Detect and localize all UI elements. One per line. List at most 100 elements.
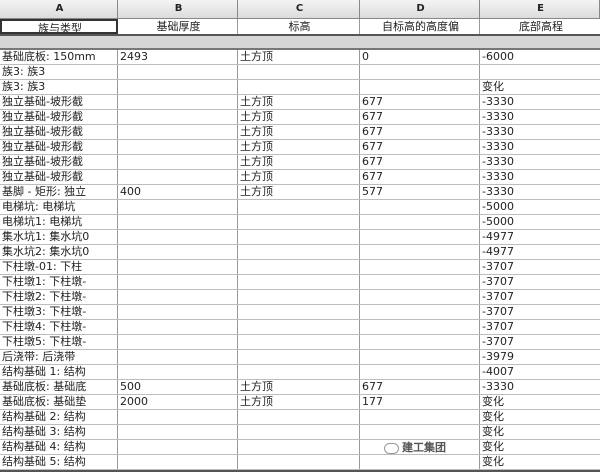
cell-family-type[interactable]: 族3: 族3 bbox=[0, 80, 118, 94]
cell-offset[interactable] bbox=[360, 260, 480, 274]
cell-thickness[interactable] bbox=[118, 350, 238, 364]
cell-level[interactable]: 土方顶 bbox=[238, 140, 360, 154]
table-row[interactable]: 下柱墩-01: 下柱 -3707 bbox=[0, 260, 600, 275]
cell-thickness[interactable] bbox=[118, 440, 238, 454]
table-row[interactable]: 基脚 - 矩形: 独立 400 土方顶 577 -3330 bbox=[0, 185, 600, 200]
table-row[interactable]: 下柱墩2: 下柱墩- -3707 bbox=[0, 290, 600, 305]
cell-offset[interactable] bbox=[360, 200, 480, 214]
cell-level[interactable] bbox=[238, 455, 360, 469]
cell-family-type[interactable]: 下柱墩5: 下柱墩- bbox=[0, 335, 118, 349]
cell-bottom-elevation[interactable] bbox=[480, 65, 600, 79]
table-row[interactable]: 电梯坑: 电梯坑 -5000 bbox=[0, 200, 600, 215]
cell-level[interactable] bbox=[238, 440, 360, 454]
cell-level[interactable]: 土方顶 bbox=[238, 170, 360, 184]
table-row[interactable]: 独立基础-坡形截 土方顶 677 -3330 bbox=[0, 125, 600, 140]
cell-thickness[interactable] bbox=[118, 290, 238, 304]
cell-bottom-elevation[interactable]: 变化 bbox=[482, 80, 504, 93]
cell-thickness[interactable] bbox=[118, 410, 238, 424]
table-row[interactable]: 结构基础 4: 结构 变化 bbox=[0, 440, 600, 455]
cell-bottom-elevation[interactable]: 变化 bbox=[482, 425, 504, 438]
cell-family-type[interactable]: 独立基础-坡形截 bbox=[0, 95, 118, 109]
cell-offset[interactable] bbox=[360, 350, 480, 364]
cell-offset[interactable]: 677 bbox=[360, 125, 480, 139]
cell-level[interactable] bbox=[238, 230, 360, 244]
table-row[interactable]: 族3: 族3 bbox=[0, 65, 600, 80]
cell-thickness[interactable] bbox=[118, 260, 238, 274]
cell-bottom-elevation[interactable]: -3707 bbox=[482, 290, 514, 303]
cell-level[interactable] bbox=[238, 200, 360, 214]
cell-family-type[interactable]: 结构基础 2: 结构 bbox=[0, 410, 118, 424]
header-bottom-elevation[interactable]: 底部高程 bbox=[519, 20, 563, 33]
table-row[interactable]: 后浇带: 后浇带 -3979 bbox=[0, 350, 600, 365]
cell-thickness[interactable] bbox=[118, 110, 238, 124]
cell-offset[interactable] bbox=[360, 275, 480, 289]
cell-family-type[interactable]: 电梯坑: 电梯坑 bbox=[0, 200, 118, 214]
cell-bottom-elevation[interactable]: -3330 bbox=[482, 95, 514, 108]
cell-offset[interactable] bbox=[360, 215, 480, 229]
cell-level[interactable] bbox=[238, 65, 360, 79]
cell-family-type[interactable]: 族3: 族3 bbox=[0, 65, 118, 79]
column-letter-a[interactable]: A bbox=[0, 0, 118, 18]
cell-bottom-elevation[interactable]: -3330 bbox=[482, 140, 514, 153]
cell-bottom-elevation[interactable]: -3330 bbox=[482, 185, 514, 198]
cell-level[interactable]: 土方顶 bbox=[238, 50, 360, 64]
cell-level[interactable]: 土方顶 bbox=[238, 155, 360, 169]
cell-family-type[interactable]: 下柱墩1: 下柱墩- bbox=[0, 275, 118, 289]
cell-level[interactable]: 土方顶 bbox=[238, 185, 360, 199]
cell-bottom-elevation[interactable]: 变化 bbox=[482, 440, 504, 453]
cell-thickness[interactable]: 400 bbox=[118, 185, 238, 199]
cell-bottom-elevation[interactable]: -5000 bbox=[482, 200, 514, 213]
cell-family-type[interactable]: 基脚 - 矩形: 独立 bbox=[0, 185, 118, 199]
cell-thickness[interactable] bbox=[118, 125, 238, 139]
cell-thickness[interactable] bbox=[118, 95, 238, 109]
cell-thickness[interactable] bbox=[118, 215, 238, 229]
cell-family-type[interactable]: 独立基础-坡形截 bbox=[0, 110, 118, 124]
cell-family-type[interactable]: 结构基础 5: 结构 bbox=[0, 455, 118, 469]
cell-thickness[interactable] bbox=[118, 305, 238, 319]
cell-level[interactable] bbox=[238, 410, 360, 424]
cell-family-type[interactable]: 集水坑1: 集水坑0 bbox=[0, 230, 118, 244]
table-row[interactable]: 独立基础-坡形截 土方顶 677 -3330 bbox=[0, 170, 600, 185]
cell-thickness[interactable] bbox=[118, 425, 238, 439]
header-family-type[interactable]: 族与类型 bbox=[0, 19, 118, 34]
cell-offset[interactable]: 677 bbox=[360, 170, 480, 184]
cell-level[interactable] bbox=[238, 245, 360, 259]
cell-family-type[interactable]: 集水坑2: 集水坑0 bbox=[0, 245, 118, 259]
cell-thickness[interactable] bbox=[118, 365, 238, 379]
cell-offset[interactable]: 677 bbox=[360, 110, 480, 124]
cell-thickness[interactable] bbox=[118, 140, 238, 154]
table-row[interactable]: 基础底板: 150mm 2493 土方顶 0 -6000 bbox=[0, 50, 600, 65]
table-row[interactable]: 独立基础-坡形截 土方顶 677 -3330 bbox=[0, 140, 600, 155]
cell-level[interactable]: 土方顶 bbox=[238, 380, 360, 394]
cell-thickness[interactable] bbox=[118, 455, 238, 469]
table-row[interactable]: 结构基础 2: 结构 变化 bbox=[0, 410, 600, 425]
cell-bottom-elevation[interactable]: -3330 bbox=[482, 110, 514, 123]
cell-level[interactable] bbox=[238, 320, 360, 334]
cell-offset[interactable] bbox=[360, 335, 480, 349]
header-offset[interactable]: 自标高的高度偏 bbox=[360, 19, 480, 34]
cell-bottom-elevation[interactable]: -3330 bbox=[482, 155, 514, 168]
cell-level[interactable]: 土方顶 bbox=[238, 110, 360, 124]
cell-offset[interactable] bbox=[360, 440, 480, 454]
cell-thickness[interactable]: 2493 bbox=[118, 50, 238, 64]
cell-offset[interactable]: 677 bbox=[360, 155, 480, 169]
table-row[interactable]: 族3: 族3 变化 bbox=[0, 80, 600, 95]
cell-thickness[interactable] bbox=[118, 65, 238, 79]
cell-bottom-elevation[interactable]: -3330 bbox=[482, 380, 514, 393]
table-row[interactable]: 独立基础-坡形截 土方顶 677 -3330 bbox=[0, 110, 600, 125]
cell-thickness[interactable] bbox=[118, 80, 238, 94]
cell-bottom-elevation[interactable]: -4007 bbox=[482, 365, 514, 378]
cell-offset[interactable] bbox=[360, 245, 480, 259]
table-row[interactable]: 结构基础 5: 结构 变化 bbox=[0, 455, 600, 470]
cell-family-type[interactable]: 下柱墩2: 下柱墩- bbox=[0, 290, 118, 304]
cell-thickness[interactable]: 2000 bbox=[118, 395, 238, 409]
cell-level[interactable] bbox=[238, 350, 360, 364]
cell-bottom-elevation[interactable]: -3707 bbox=[482, 335, 514, 348]
cell-level[interactable] bbox=[238, 305, 360, 319]
cell-bottom-elevation[interactable]: -3330 bbox=[482, 170, 514, 183]
cell-bottom-elevation[interactable]: -3707 bbox=[482, 260, 514, 273]
cell-family-type[interactable]: 下柱墩3: 下柱墩- bbox=[0, 305, 118, 319]
cell-offset[interactable]: 677 bbox=[360, 380, 480, 394]
cell-thickness[interactable] bbox=[118, 155, 238, 169]
cell-bottom-elevation[interactable]: 变化 bbox=[482, 395, 504, 408]
